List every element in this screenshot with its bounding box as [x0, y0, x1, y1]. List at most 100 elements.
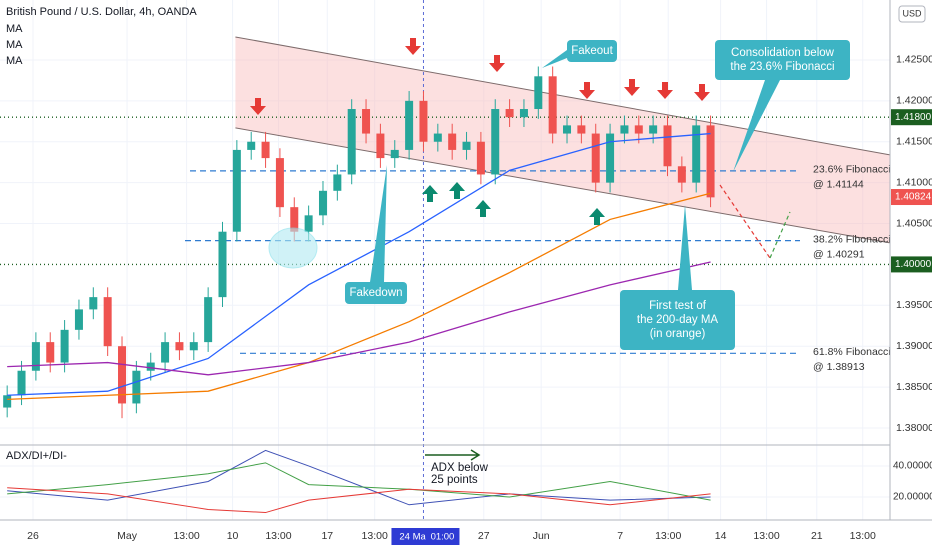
symbol-title: British Pound / U.S. Dollar, 4h, OANDA [6, 6, 197, 18]
bear-arrow [250, 98, 266, 115]
candle-body [290, 207, 299, 232]
callout-pointer [733, 80, 780, 172]
candle-body [232, 149, 241, 232]
candle-body [620, 125, 629, 134]
y-tick-label: 1.40500 [896, 217, 932, 229]
plot: 23.6% Fibonacci @ 1.41144 38.2% Fibonacci @… [0, 0, 891, 520]
crosshair-time: 01:00 [431, 532, 455, 543]
callout-text: the 23.6% Fibonacci [730, 61, 834, 73]
moving-average [7, 192, 711, 401]
indicator-line [7, 462, 711, 501]
channel-line [235, 36, 891, 156]
level-label: 1.40000 [895, 259, 932, 270]
y-tick-label: 40.00000 [893, 461, 932, 472]
bear-arrow [489, 55, 505, 72]
candle-body [634, 125, 643, 134]
candle-body [577, 125, 586, 134]
indicator-line [7, 449, 711, 506]
legend-entry: MA [6, 39, 23, 51]
bull-arrow [475, 200, 491, 217]
bear-arrow [405, 38, 421, 55]
callout-text: Fakeout [571, 45, 613, 57]
candle-body [118, 346, 127, 404]
x-tick-label: 10 [227, 530, 239, 542]
candle-body [89, 297, 98, 310]
bull-arrow [589, 208, 605, 225]
x-tick-label: 13:00 [362, 530, 388, 542]
y-tick-label: 1.38000 [896, 422, 932, 434]
candle-body [433, 133, 442, 142]
fib-name: 38.2% Fibonacci [813, 233, 891, 245]
x-tick-label: 13:00 [265, 530, 291, 542]
fib-name: 61.8% Fibonacci [813, 346, 891, 358]
bear-arrow [579, 82, 595, 99]
fib-label: @ 1.40291 [813, 248, 865, 260]
callout-text: Consolidation below [731, 47, 835, 59]
x-tick-label: 7 [617, 530, 623, 542]
legend-entry: MA [6, 23, 23, 35]
y-tick-label: 1.39000 [896, 340, 932, 352]
crosshair-time-box [425, 528, 460, 545]
indicator-title: ADX/DI+/DI- [6, 450, 67, 462]
bull-arrow [449, 182, 465, 199]
fib-name: 23.6% Fibonacci [813, 164, 891, 176]
last-price-label: 1.40824 [895, 192, 932, 203]
level-label: 1.41800 [895, 112, 932, 123]
projection-up [769, 211, 791, 259]
indicator-line [7, 487, 711, 514]
bull-arrow [422, 185, 438, 202]
y-tick-label: 20.00000 [893, 492, 932, 503]
x-tick-label: 13:00 [173, 530, 199, 542]
candle-body [189, 342, 198, 351]
candle-body [606, 133, 615, 183]
candle-body [677, 166, 686, 183]
candle-body [519, 109, 528, 118]
candle-body [591, 133, 600, 183]
legend-entry: MA [6, 55, 23, 67]
moving-average [7, 132, 711, 396]
x-tick-label: 13:00 [850, 530, 876, 542]
x-tick-label: 14 [715, 530, 727, 542]
callout-text: (in orange) [650, 328, 706, 340]
candle-body [175, 342, 184, 351]
candle-body [31, 342, 40, 371]
y-tick-label: 1.39500 [896, 299, 932, 311]
adx-note: 25 points [431, 474, 478, 486]
candle-body [692, 125, 701, 183]
bear-arrow [624, 79, 640, 96]
candle-body [146, 362, 155, 371]
candle-body [548, 76, 557, 134]
candle-body [663, 125, 672, 167]
moving-average [7, 261, 711, 376]
candle-body [476, 141, 485, 175]
candle-body [204, 297, 213, 343]
x-tick-label: 17 [321, 530, 333, 542]
x-tick-label: 27 [478, 530, 490, 542]
highlight-ellipse [268, 227, 318, 269]
callout-text: the 200-day MA [637, 314, 719, 326]
currency-badge[interactable] [898, 5, 926, 23]
callout-text: Fakedown [349, 287, 402, 299]
candle-body [505, 109, 514, 118]
callout-pointer [370, 165, 387, 282]
candle-body [706, 125, 715, 198]
candle-body [132, 370, 141, 404]
candle-body [247, 141, 256, 150]
callout-pointer [542, 50, 567, 68]
candle-body [563, 125, 572, 134]
callout-box [345, 282, 407, 304]
candle-body [261, 141, 270, 159]
candle-body [17, 370, 26, 396]
candle-body [462, 141, 471, 150]
callout-box [620, 290, 735, 350]
adx-note: ADX below [431, 462, 489, 474]
candle-body [333, 174, 342, 191]
candle-body [491, 109, 500, 175]
fib-label: @ 1.38913 [813, 361, 865, 373]
bear-arrow [657, 82, 673, 99]
x-tick-label: 13:00 [753, 530, 779, 542]
candle-body [304, 215, 313, 232]
projection-down [719, 184, 771, 259]
